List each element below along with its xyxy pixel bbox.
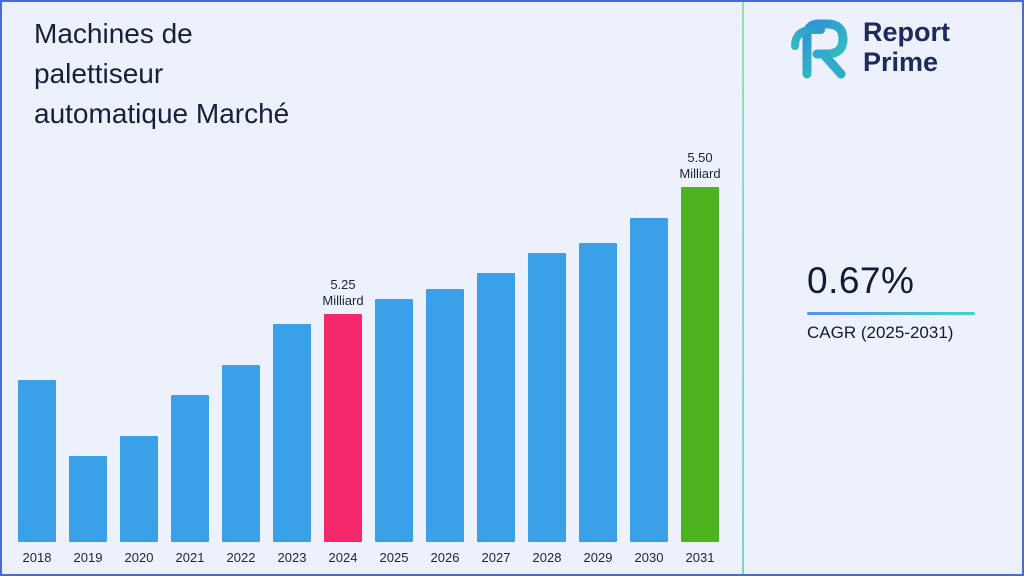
cagr-label: CAGR (2025-2031)	[807, 323, 954, 342]
bar-2022	[222, 365, 260, 542]
page-title: Machines de palettiseur automatique Marc…	[34, 18, 290, 129]
reportprime-logo-icon	[791, 19, 848, 79]
bar-item-2030: 2030	[630, 218, 668, 566]
bar-value-label-2024: 5.25 Milliard	[322, 276, 364, 308]
bar-2020	[120, 436, 158, 542]
cagr-value: 0.67%	[807, 260, 915, 301]
bar-2019	[69, 456, 107, 542]
reportprime-logo-text: Report Prime	[863, 18, 950, 77]
bar-item-2031: 5.50 Milliard 2031	[679, 149, 721, 567]
bar-chart: 2018 2019 2020 2021 2022 2023 5.25 Milliard 2024…	[18, 149, 721, 567]
reportprime-logo: Report Prime	[787, 16, 950, 80]
logo-line-report: Report	[863, 17, 950, 48]
bar-item-2022: 2022	[222, 365, 260, 566]
bar-2023	[273, 324, 311, 542]
x-tick-2030: 2030	[634, 550, 664, 565]
bar-2025	[375, 299, 413, 542]
bar-value-label-2031: 5.50 Milliard	[679, 149, 721, 181]
x-tick-2022: 2022	[226, 550, 256, 565]
x-tick-2023: 2023	[277, 550, 307, 565]
bar-2029	[579, 243, 617, 542]
x-tick-2025: 2025	[379, 550, 409, 565]
bar-2018	[18, 380, 56, 542]
bar-2027	[477, 273, 515, 542]
x-tick-2029: 2029	[583, 550, 613, 565]
bar-item-2027: 2027	[477, 273, 515, 566]
x-tick-2027: 2027	[481, 550, 511, 565]
bar-2028	[528, 253, 566, 542]
bar-item-2028: 2028	[528, 253, 566, 566]
bar-item-2019: 2019	[69, 456, 107, 566]
cagr-block: 0.67% CAGR (2025-2031)	[807, 260, 977, 343]
x-tick-2020: 2020	[124, 550, 154, 565]
x-tick-2026: 2026	[430, 550, 460, 565]
x-tick-2024: 2024	[328, 550, 358, 565]
bar-2031	[681, 187, 719, 542]
x-tick-2028: 2028	[532, 550, 562, 565]
bar-2030	[630, 218, 668, 542]
x-tick-2018: 2018	[22, 550, 52, 565]
bar-item-2018: 2018	[18, 380, 56, 566]
bar-item-2025: 2025	[375, 299, 413, 566]
bar-2026	[426, 289, 464, 542]
bar-item-2023: 2023	[273, 324, 311, 566]
bar-2021	[171, 395, 209, 542]
bar-item-2026: 2026	[426, 289, 464, 566]
bar-2024	[324, 314, 362, 542]
bar-item-2020: 2020	[120, 436, 158, 566]
x-tick-2019: 2019	[73, 550, 103, 565]
x-tick-2031: 2031	[685, 550, 715, 565]
logo-line-prime: Prime	[863, 47, 939, 77]
cagr-underline	[807, 312, 975, 315]
panel-divider	[742, 2, 744, 574]
bar-item-2024: 5.25 Milliard 2024	[322, 276, 364, 567]
bar-item-2021: 2021	[171, 395, 209, 566]
x-tick-2021: 2021	[175, 550, 205, 565]
bar-item-2029: 2029	[579, 243, 617, 566]
